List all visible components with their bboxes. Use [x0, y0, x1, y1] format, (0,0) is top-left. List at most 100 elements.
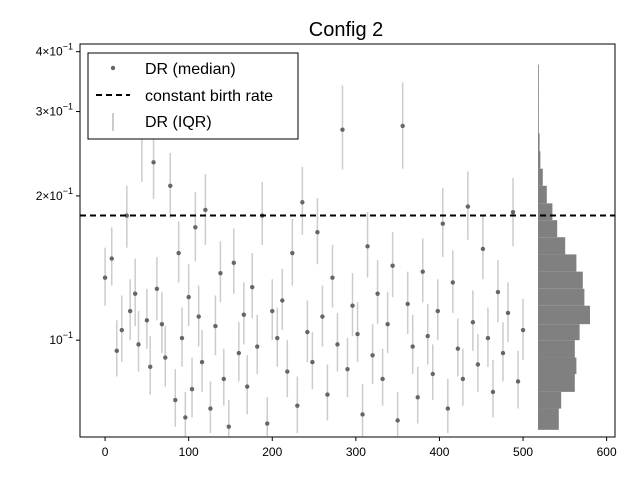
median-point [300, 200, 305, 205]
median-point [221, 376, 226, 382]
median-point [290, 250, 295, 256]
median-point [119, 327, 124, 333]
median-point [159, 321, 165, 327]
legend-point-marker [110, 65, 116, 71]
histogram-bar [538, 151, 541, 169]
median-point [154, 286, 160, 292]
median-point [460, 376, 466, 382]
histogram-bar [538, 340, 575, 358]
median-point [365, 244, 370, 249]
median-point [179, 335, 185, 341]
histogram-bar [538, 288, 585, 306]
x-tick-label: 600 [597, 445, 617, 459]
histogram-bar [538, 324, 580, 341]
legend: DR (median) constant birth rate DR (IQR) [87, 52, 299, 140]
plot-area [80, 64, 615, 437]
histogram-bar [538, 237, 566, 255]
histogram-bar [538, 133, 540, 152]
y-tick-label: 2×10−1 [36, 186, 73, 203]
y-tick-label: 10−1 [49, 330, 73, 347]
histogram-bar [538, 408, 559, 430]
median-point [520, 327, 526, 333]
histogram-bar [538, 81, 539, 100]
median-point [435, 308, 440, 314]
median-point [345, 366, 350, 372]
histogram-bar [538, 305, 590, 325]
median-point [193, 225, 198, 230]
median-point [410, 344, 415, 349]
median-point [375, 291, 380, 296]
median-point [226, 424, 231, 429]
histogram-bar [538, 116, 539, 134]
median-point [455, 346, 461, 351]
histogram-bar [538, 64, 539, 82]
median-point [470, 320, 476, 325]
median-point [395, 418, 400, 423]
histogram-bar [538, 254, 577, 272]
histogram-bar [538, 220, 558, 238]
median-point [255, 344, 260, 349]
median-point [241, 312, 247, 317]
median-point [244, 384, 250, 389]
median-point [325, 392, 330, 397]
histogram-bar [538, 391, 562, 409]
median-point [250, 284, 255, 290]
median-point [196, 314, 201, 319]
histogram-bar [538, 203, 553, 221]
median-point [360, 412, 365, 417]
median-point [425, 333, 430, 339]
median-point [305, 329, 310, 335]
median-point [189, 387, 195, 392]
median-point [109, 256, 114, 261]
median-point [485, 335, 491, 341]
histogram-bar [538, 271, 583, 289]
histogram-bar [538, 374, 575, 392]
median-point [500, 350, 506, 356]
median-point [176, 250, 181, 256]
median-point [510, 209, 516, 215]
median-point [275, 335, 280, 341]
axes-frame [79, 43, 616, 438]
median-point [440, 221, 445, 226]
histogram-bar [538, 99, 539, 117]
x-tick-label: 500 [513, 445, 533, 459]
median-point [310, 359, 315, 365]
x-tick-label: 400 [429, 445, 449, 459]
median-point [465, 204, 471, 209]
legend-box [87, 52, 299, 140]
median-point [400, 123, 405, 129]
median-point [163, 355, 168, 360]
chart-title: Config 2 [309, 19, 384, 41]
median-point [132, 291, 138, 296]
median-point [199, 359, 205, 365]
median-point [340, 127, 345, 132]
median-point [315, 230, 320, 235]
median-point [335, 342, 340, 347]
median-point [231, 260, 237, 266]
median-point [186, 294, 191, 300]
median-point [445, 406, 451, 411]
median-point [370, 353, 375, 358]
median-point [515, 379, 521, 384]
median-point [390, 263, 395, 268]
legend-label-median: DR (median) [145, 61, 236, 78]
median-point [218, 270, 223, 276]
median-point [415, 395, 420, 400]
median-point [420, 269, 425, 274]
legend-label-constant-birth-rate: constant birth rate [145, 88, 273, 105]
median-point [183, 415, 188, 420]
median-point [295, 403, 300, 408]
legend-label-iqr: DR (IQR) [145, 114, 212, 131]
median-point [265, 421, 270, 426]
median-point [203, 207, 208, 213]
median-point [236, 350, 242, 356]
median-point [270, 308, 275, 314]
median-point [285, 369, 290, 374]
median-point [114, 348, 119, 354]
median-point [495, 289, 501, 295]
median-point [350, 303, 355, 308]
median-point [430, 371, 435, 377]
median-point [475, 362, 481, 367]
median-point [280, 298, 285, 303]
median-point [127, 308, 133, 314]
